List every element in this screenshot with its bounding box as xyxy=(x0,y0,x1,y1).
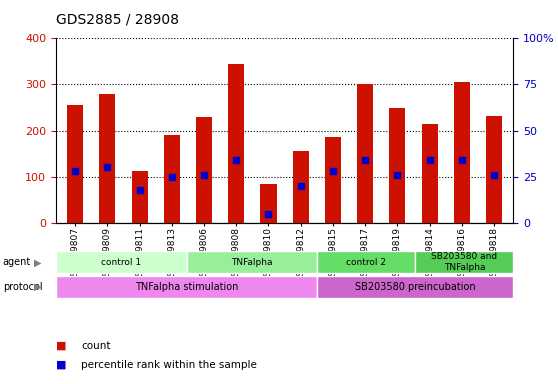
Text: control 2: control 2 xyxy=(347,258,386,266)
Bar xyxy=(486,116,502,223)
Bar xyxy=(261,184,277,223)
Bar xyxy=(357,84,373,223)
Bar xyxy=(163,135,180,223)
Bar xyxy=(67,105,83,223)
Text: count: count xyxy=(81,341,110,351)
Bar xyxy=(132,171,148,223)
FancyBboxPatch shape xyxy=(56,276,318,298)
Bar xyxy=(292,151,309,223)
Text: ■: ■ xyxy=(56,341,66,351)
FancyBboxPatch shape xyxy=(318,251,415,273)
Text: ▶: ▶ xyxy=(34,282,42,292)
Text: ■: ■ xyxy=(56,360,66,370)
Text: GDS2885 / 28908: GDS2885 / 28908 xyxy=(56,13,179,27)
Text: ▶: ▶ xyxy=(34,257,42,267)
Bar xyxy=(421,124,437,223)
Text: agent: agent xyxy=(3,257,31,267)
Bar xyxy=(389,108,406,223)
Bar xyxy=(99,94,116,223)
Text: control 1: control 1 xyxy=(101,258,141,266)
Bar xyxy=(325,137,341,223)
FancyBboxPatch shape xyxy=(415,251,513,273)
Text: SB203580 preincubation: SB203580 preincubation xyxy=(355,282,475,292)
FancyBboxPatch shape xyxy=(318,276,513,298)
Bar xyxy=(196,117,212,223)
Text: TNFalpha stimulation: TNFalpha stimulation xyxy=(135,282,238,292)
Bar xyxy=(228,64,244,223)
Text: SB203580 and
TNFalpha: SB203580 and TNFalpha xyxy=(431,252,497,272)
Text: TNFalpha: TNFalpha xyxy=(231,258,273,266)
Bar xyxy=(454,82,470,223)
FancyBboxPatch shape xyxy=(186,251,318,273)
Text: percentile rank within the sample: percentile rank within the sample xyxy=(81,360,257,370)
Text: protocol: protocol xyxy=(3,282,42,292)
FancyBboxPatch shape xyxy=(56,251,186,273)
